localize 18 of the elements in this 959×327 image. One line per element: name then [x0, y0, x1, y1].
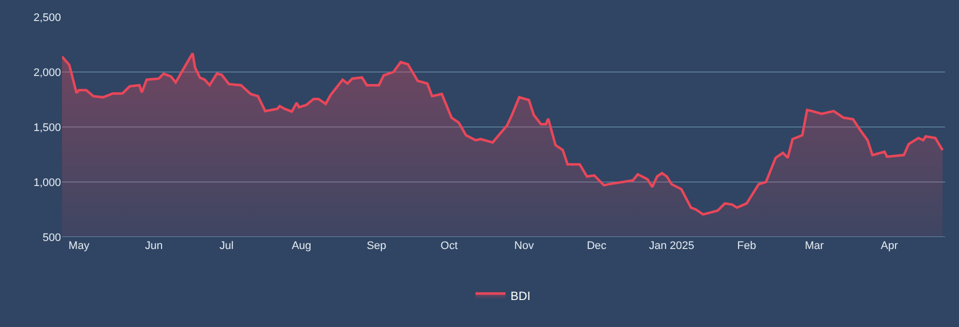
x-tick-label: Jul — [219, 240, 234, 252]
x-tick-label: Aug — [292, 240, 312, 252]
y-tick-label: 1,500 — [33, 122, 61, 134]
x-tick-label: Feb — [737, 240, 756, 252]
x-tick-label: Apr — [880, 240, 898, 252]
y-tick-label: 500 — [42, 232, 61, 244]
y-tick-label: 1,000 — [33, 176, 61, 189]
legend-label: BDI — [510, 289, 531, 304]
x-tick-label: Mar — [804, 240, 824, 252]
x-tick-label: Oct — [440, 240, 458, 252]
y-tick-label: 2,500 — [33, 12, 61, 24]
x-tick-label: Jan 2025 — [648, 240, 694, 252]
x-tick-label: Sep — [366, 240, 386, 252]
x-tick-label: Dec — [586, 240, 607, 252]
x-tick-label: Jun — [145, 240, 163, 252]
y-tick-label: 2,000 — [33, 66, 61, 79]
x-tick-label: Nov — [514, 240, 534, 252]
x-tick-label: May — [68, 240, 90, 252]
